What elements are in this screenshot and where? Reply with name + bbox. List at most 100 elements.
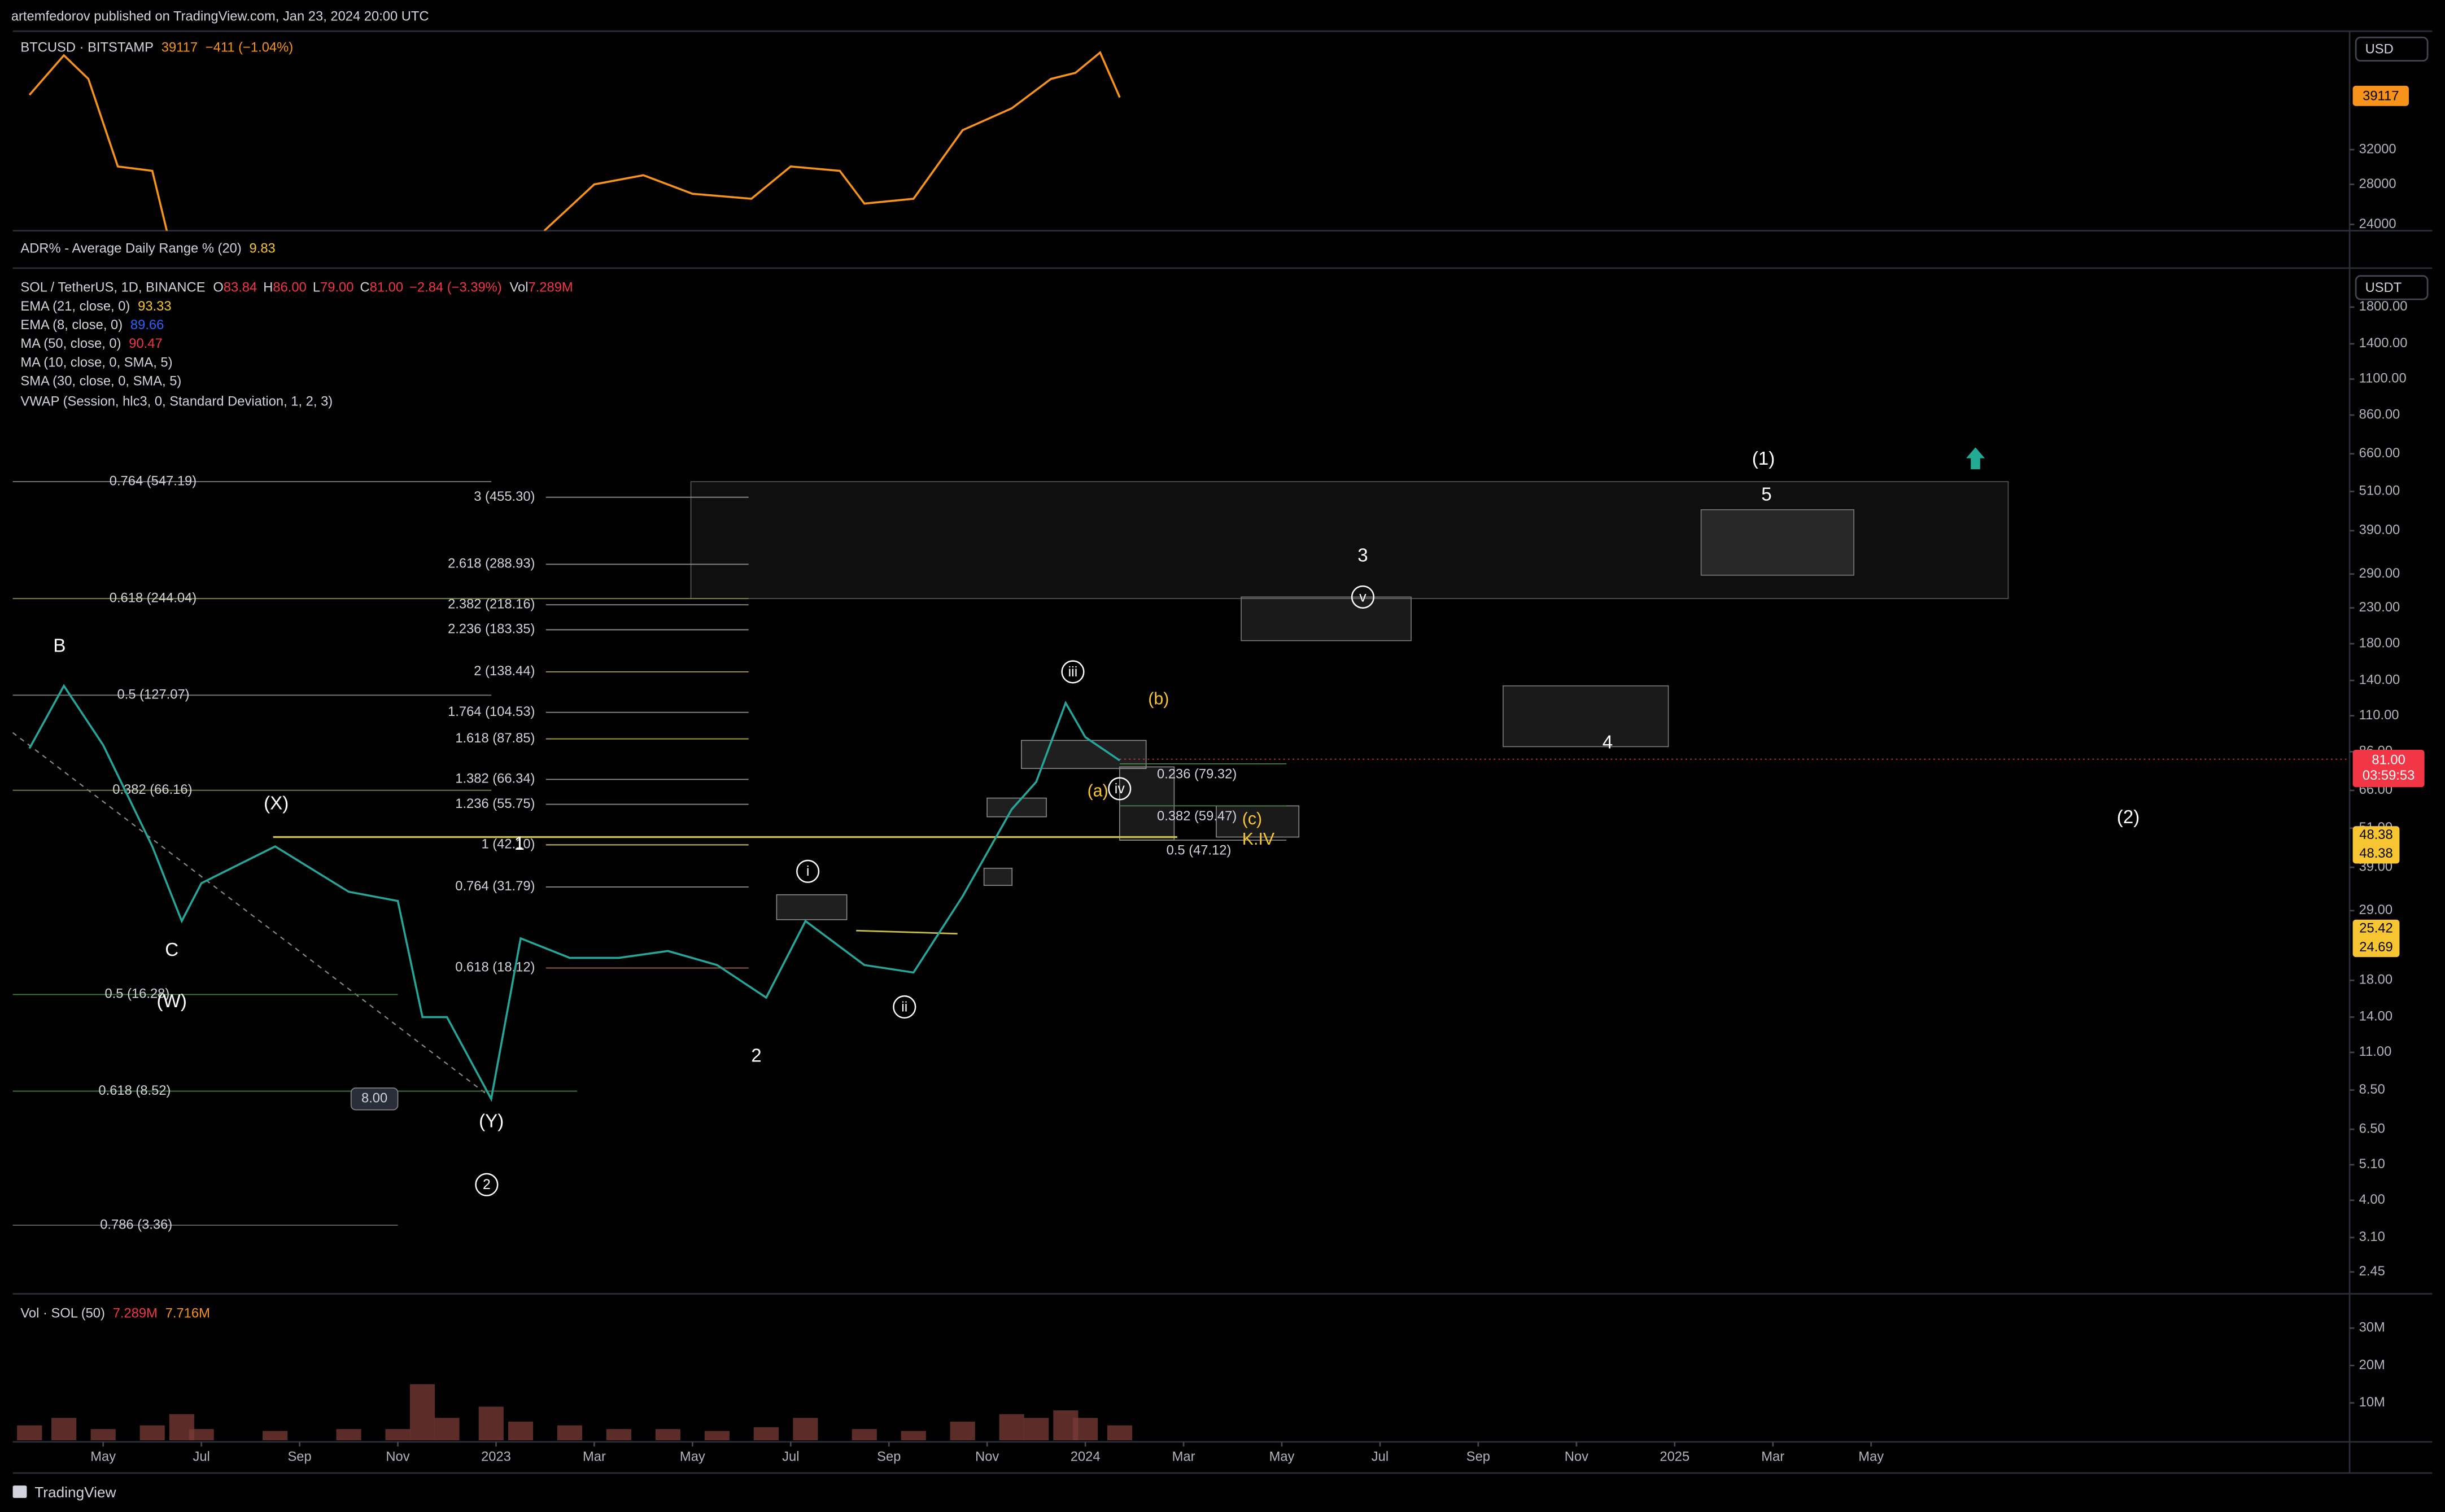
wave-circle	[1061, 660, 1085, 684]
y-tick-label: 30M	[2359, 1321, 2385, 1335]
adr-value: 9.83	[250, 242, 276, 256]
indicator-name: EMA (8, close, 0)	[20, 318, 123, 333]
volume-bar	[753, 1427, 779, 1441]
y-tick-label: 1800.00	[2359, 299, 2408, 314]
volume-bar	[385, 1429, 411, 1441]
l-label: L	[313, 281, 320, 295]
volume-ma: 7.716M	[165, 1306, 210, 1321]
volume-bar	[999, 1414, 1024, 1441]
c-value: 81.00	[370, 281, 403, 295]
volume-bar	[189, 1429, 214, 1441]
indicator-name: MA (50, close, 0)	[20, 337, 121, 351]
fib-label: 0.618 (18.12)	[455, 960, 535, 975]
wave-label: 2	[751, 1046, 761, 1067]
x-tick-label: Jul	[1372, 1450, 1389, 1465]
wave-label: (1)	[1752, 448, 1775, 469]
tradingview-logo	[12, 1485, 27, 1498]
price-line	[28, 684, 1121, 1102]
x-tick-label: Jul	[193, 1450, 209, 1465]
indicator-name: EMA (21, close, 0)	[20, 299, 130, 314]
volume-bar	[139, 1425, 165, 1441]
fib-label: 1.764 (104.53)	[448, 705, 535, 719]
y-tick-label: 29.00	[2359, 903, 2392, 917]
fib-label: 0.618 (244.04)	[110, 591, 197, 605]
wave-label: (2)	[2117, 807, 2140, 828]
wave-label: (X)	[264, 793, 289, 814]
btc-symbol: BTCUSD · BITSTAMP	[20, 41, 154, 55]
volume-bar	[793, 1418, 818, 1441]
indicator-value: 93.33	[138, 299, 171, 314]
x-tick-label: Jul	[782, 1450, 799, 1465]
y-tick-label: 5.10	[2359, 1157, 2385, 1172]
h-label: H	[263, 281, 273, 295]
y-tick-label: 20M	[2359, 1358, 2385, 1373]
adr-label: ADR% - Average Daily Range % (20)	[20, 242, 241, 256]
fib-label: 1 (42.10)	[481, 837, 535, 852]
indicator: EMA (21, close, 0) 93.33	[20, 299, 171, 314]
currency-button[interactable]	[2355, 36, 2429, 62]
x-tick-label: 2023	[481, 1450, 511, 1465]
last-price-tag	[2352, 749, 2425, 788]
volume-bar	[557, 1425, 583, 1441]
axes: May Jul Sep Nov 2023 Mar May Jul Sep Nov 2024 Mar Ma…	[90, 142, 2407, 1464]
x-tick-label: 2025	[1660, 1450, 1689, 1465]
x-tick-label: May	[90, 1450, 116, 1465]
wave-label: iii	[1068, 665, 1078, 680]
vol-label: Vol	[510, 281, 529, 295]
corrective-label: (c)	[1242, 810, 1262, 828]
o-label: O	[213, 281, 223, 295]
y-tick-label: 6.50	[2359, 1121, 2385, 1136]
volume-bar	[1107, 1425, 1133, 1441]
fib-label: 2.618 (288.93)	[448, 557, 535, 571]
last-price: 81.00	[2372, 753, 2405, 768]
btc-legend: BTCUSD · BITSTAMP 39117 −411 (−1.04%)	[20, 41, 293, 55]
y-tick-label: 14.00	[2359, 1010, 2392, 1024]
fib-label: 0.5 (127.07)	[117, 688, 190, 702]
x-tick-label: May	[1858, 1450, 1884, 1465]
y-tick-label: 1100.00	[2359, 372, 2407, 386]
indicator: SMA (30, close, 0, SMA, 5)	[20, 374, 181, 389]
btc-currency[interactable]: USD	[2365, 42, 2394, 57]
sol-symbol: SOL / TetherUS, 1D, BINANCE	[20, 281, 205, 295]
fib-label: 1.236 (55.75)	[455, 797, 535, 811]
x-tick-label: May	[680, 1450, 705, 1465]
volume-value: 7.289M	[113, 1306, 158, 1321]
y-tick-label: 140.00	[2359, 672, 2400, 687]
x-tick-label: Sep	[877, 1450, 901, 1465]
x-tick-label: Mar	[1761, 1450, 1784, 1465]
wave-label: iv	[1115, 781, 1125, 797]
fib-label: 0.236 (79.32)	[1157, 767, 1237, 781]
btc-price-tag	[2352, 85, 2409, 106]
sol-plot	[28, 684, 1121, 1102]
o-value: 83.84	[224, 281, 257, 295]
volume-bar	[336, 1429, 361, 1441]
countdown: 03:59:53	[2363, 768, 2415, 783]
price-tag	[2352, 826, 2400, 864]
y-tick-label: 660.00	[2359, 446, 2400, 461]
volume-bar	[51, 1418, 77, 1441]
x-tick-label: Nov	[975, 1450, 999, 1465]
fib-label: 0.5 (16.28)	[104, 987, 169, 1002]
wave-label: 1	[514, 833, 525, 854]
wave-label: 5	[1761, 484, 1771, 505]
y-tick-label: 18.00	[2359, 973, 2392, 987]
sol-currency[interactable]: USDT	[2365, 281, 2402, 295]
volume-bar	[478, 1406, 504, 1441]
indicator: MA (50, close, 0) 90.47	[20, 337, 162, 351]
wave-label: (Y)	[479, 1111, 504, 1132]
fib-label: 0.764 (31.79)	[455, 879, 535, 894]
volume-bar	[655, 1429, 680, 1441]
x-tick-label: Sep	[287, 1450, 311, 1465]
btc-price-tag-label: 39117	[2363, 89, 2399, 103]
y-tick-label: 11.00	[2359, 1045, 2392, 1059]
y-tick-label: 510.00	[2359, 484, 2400, 499]
wave-label: 2	[483, 1177, 491, 1192]
publisher-line: artemfedorov published on TradingView.co…	[11, 10, 429, 24]
wave-label: i	[806, 864, 810, 879]
volume-bar	[606, 1429, 631, 1441]
currency-button[interactable]	[2355, 275, 2429, 300]
fib-label: 0.786 (3.36)	[100, 1217, 172, 1232]
price-tag-label: 24.69	[2359, 940, 2392, 955]
sol-legend: SOL / TetherUS, 1D, BINANCE O83.84 H86.00 L…	[20, 281, 573, 295]
indicator: VWAP (Session, hlc3, 0, Standard Deviati…	[20, 395, 333, 409]
